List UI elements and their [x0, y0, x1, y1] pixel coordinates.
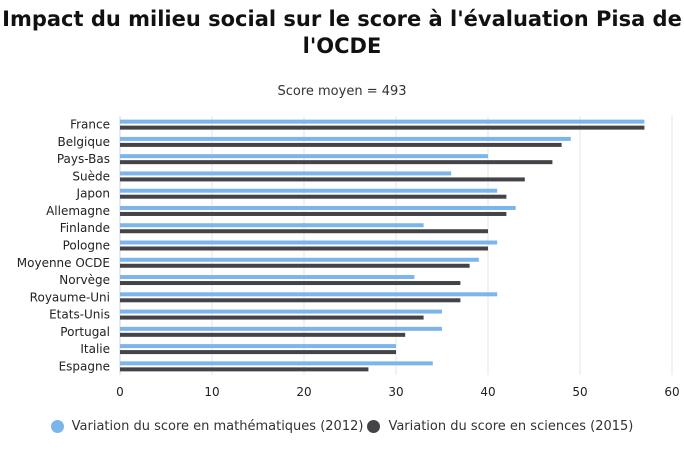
x-tick-label: 40: [480, 385, 495, 399]
bar-sciences-6[interactable]: [120, 229, 488, 234]
bar-maths-3[interactable]: [120, 171, 452, 176]
category-label: Italie: [80, 342, 110, 356]
bar-maths-13[interactable]: [120, 344, 396, 349]
bar-maths-1[interactable]: [120, 136, 571, 141]
bar-maths-14[interactable]: [120, 361, 433, 366]
bar-sciences-7[interactable]: [120, 246, 488, 251]
legend: Variation du score en mathématiques (201…: [0, 416, 684, 436]
bar-maths-5[interactable]: [120, 205, 516, 210]
bar-sciences-12[interactable]: [120, 332, 406, 337]
bars: [120, 119, 645, 372]
bar-maths-10[interactable]: [120, 292, 498, 297]
bar-maths-4[interactable]: [120, 188, 498, 193]
bar-sciences-9[interactable]: [120, 281, 461, 286]
category-label: Portugal: [60, 325, 110, 339]
legend-item-sciences[interactable]: Variation du score en sciences (2015): [367, 419, 633, 434]
category-label: Espagne: [59, 359, 110, 373]
bar-maths-9[interactable]: [120, 275, 415, 280]
x-tick-label: 60: [664, 385, 679, 399]
bar-sciences-1[interactable]: [120, 142, 562, 147]
legend-label-sciences: Variation du score en sciences (2015): [388, 418, 634, 434]
category-label: Belgique: [57, 135, 110, 149]
bar-maths-2[interactable]: [120, 154, 488, 159]
chart-title: Impact du milieu social sur le score à l…: [2, 7, 682, 58]
bar-maths-11[interactable]: [120, 309, 442, 314]
bar-sciences-14[interactable]: [120, 367, 369, 372]
x-tick-label: 20: [296, 385, 311, 399]
bar-maths-0[interactable]: [120, 119, 645, 124]
bar-maths-7[interactable]: [120, 240, 498, 245]
category-label: Pologne: [63, 239, 110, 253]
category-label: Moyenne OCDE: [17, 256, 110, 270]
category-label: Suède: [72, 169, 110, 183]
x-tick-label: 10: [204, 385, 219, 399]
legend-dot-maths: [50, 419, 64, 433]
x-tick-label: 0: [116, 385, 124, 399]
bar-sciences-8[interactable]: [120, 263, 470, 268]
bar-sciences-4[interactable]: [120, 194, 507, 199]
category-label: Allemagne: [46, 204, 110, 218]
bar-sciences-3[interactable]: [120, 177, 525, 182]
x-tick-label: 30: [388, 385, 403, 399]
category-label: Finlande: [60, 221, 110, 235]
category-label: Pays-Bas: [57, 152, 110, 166]
grid-lines: [119, 116, 673, 375]
bar-maths-8[interactable]: [120, 257, 479, 262]
category-label: Norvège: [59, 273, 110, 287]
legend-item-maths[interactable]: Variation du score en mathématiques (201…: [50, 418, 364, 434]
category-labels: France Belgique Pays-Bas Suède Japon Allemagn…: [17, 118, 110, 374]
category-label: Japon: [76, 187, 110, 201]
chart-subtitle: Score moyen = 493: [277, 84, 407, 99]
bar-maths-6[interactable]: [120, 223, 424, 228]
x-tick-label: 50: [572, 385, 587, 399]
bar-maths-12[interactable]: [120, 326, 442, 331]
category-label: France: [70, 118, 110, 132]
tick-labels: 0 10 20 30 40 50 60: [116, 385, 679, 399]
legend-label-maths: Variation du score en mathématiques (201…: [71, 418, 364, 434]
bar-sciences-13[interactable]: [120, 350, 396, 355]
category-label: Royaume-Uni: [30, 290, 110, 304]
bar-sciences-11[interactable]: [120, 315, 424, 320]
category-label: Etats-Unis: [49, 308, 110, 322]
bar-sciences-10[interactable]: [120, 298, 461, 303]
legend-dot-sciences: [367, 419, 381, 433]
bar-sciences-2[interactable]: [120, 160, 553, 165]
bar-sciences-5[interactable]: [120, 211, 507, 216]
bar-sciences-0[interactable]: [120, 125, 645, 130]
